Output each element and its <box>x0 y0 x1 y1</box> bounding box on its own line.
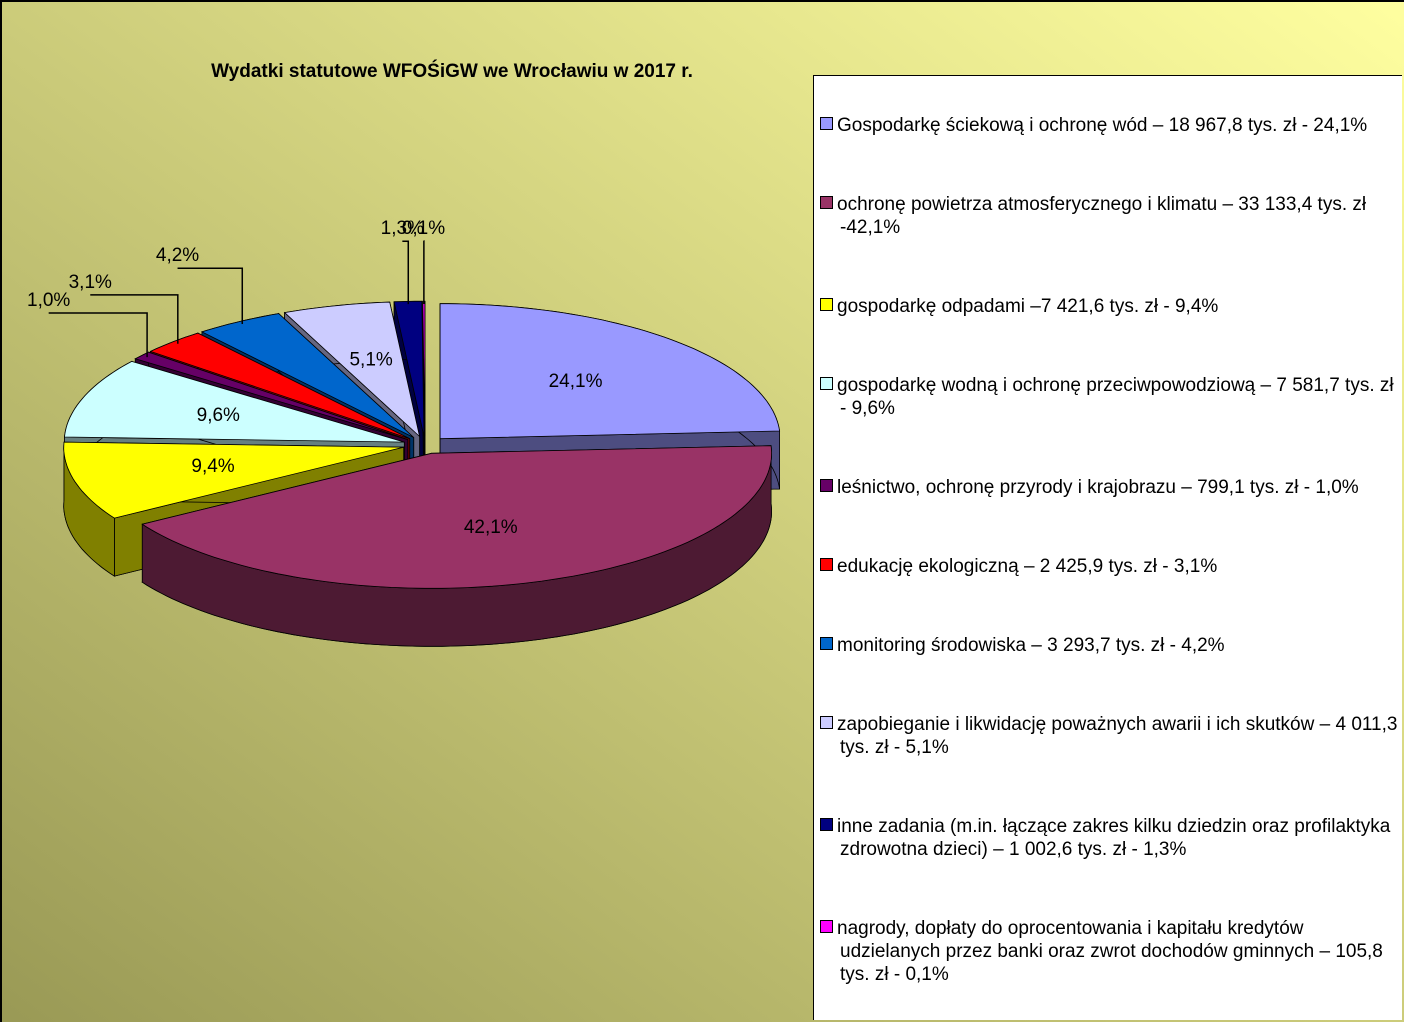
legend-item: gospodarkę odpadami –7 421,6 tys. zł - 9… <box>820 295 1398 318</box>
slice <box>200 313 414 438</box>
legend-label: zapobieganie i likwidację poważnych awar… <box>837 714 1398 758</box>
legend-swatch <box>820 818 833 831</box>
slice <box>439 303 781 440</box>
slice <box>141 445 773 589</box>
legend-item: inne zadania (m.in. łączące zakres kilku… <box>820 815 1398 861</box>
legend-label: leśnictwo, ochronę przyrody i krajobrazu… <box>837 477 1359 498</box>
slice <box>134 351 408 440</box>
leader-line <box>90 294 179 344</box>
leader-line <box>177 267 244 325</box>
legend: Gospodarkę ściekową i ochronę wód – 18 9… <box>813 75 1402 1020</box>
legend-swatch <box>820 377 833 390</box>
data-label: 5,1% <box>349 350 392 371</box>
legend-item: leśnictwo, ochronę przyrody i krajobrazu… <box>820 476 1398 499</box>
legend-item: zapobieganie i likwidację poważnych awar… <box>820 713 1398 759</box>
legend-swatch <box>820 479 833 492</box>
data-label: 1,3% <box>381 218 424 239</box>
legend-label: edukację ekologiczną – 2 425,9 tys. zł -… <box>837 556 1218 577</box>
legend-swatch <box>820 920 833 933</box>
legend-swatch <box>820 558 833 571</box>
leader-line <box>402 240 410 305</box>
legend-item: edukację ekologiczną – 2 425,9 tys. zł -… <box>820 555 1398 578</box>
data-label: 3,1% <box>69 272 112 293</box>
legend-item: nagrody, dopłaty do oprocentowania i kap… <box>820 917 1398 986</box>
data-label: 9,6% <box>197 405 240 426</box>
slice <box>149 332 410 440</box>
slice <box>283 301 421 438</box>
legend-swatch <box>820 637 833 650</box>
legend-swatch <box>820 716 833 729</box>
legend-item: ochronę powietrza atmosferycznego i klim… <box>820 193 1398 239</box>
legend-label: Gospodarkę ściekową i ochronę wód – 18 9… <box>837 115 1368 136</box>
legend-label: ochronę powietrza atmosferycznego i klim… <box>837 194 1367 238</box>
data-label: 24,1% <box>549 371 603 392</box>
legend-label: inne zadania (m.in. łączące zakres kilku… <box>837 816 1391 860</box>
data-label: 4,2% <box>156 245 199 266</box>
legend-label: gospodarkę odpadami –7 421,6 tys. zł - 9… <box>837 296 1219 317</box>
legend-label: nagrody, dopłaty do oprocentowania i kap… <box>837 918 1383 985</box>
data-label: 9,4% <box>191 456 234 477</box>
data-label: 1,0% <box>27 290 70 311</box>
legend-item: gospodarkę wodną i ochronę przeciwpowodz… <box>820 374 1398 420</box>
leader-line <box>48 312 148 358</box>
legend-item: monitoring środowiska – 3 293,7 tys. zł … <box>820 634 1398 657</box>
chart-title: Wydatki statutowe WFOŚiGW we Wrocławiu w… <box>211 60 693 82</box>
legend-label: gospodarkę wodną i ochronę przeciwpowodz… <box>837 375 1394 419</box>
slice <box>64 360 405 443</box>
legend-swatch <box>820 117 833 130</box>
legend-item: Gospodarkę ściekową i ochronę wód – 18 9… <box>820 114 1398 137</box>
legend-swatch <box>820 196 833 209</box>
data-label: 0,1% <box>402 218 445 239</box>
legend-swatch <box>820 298 833 311</box>
data-label: 42,1% <box>464 517 518 538</box>
legend-label: monitoring środowiska – 3 293,7 tys. zł … <box>837 635 1225 656</box>
slice <box>63 441 404 519</box>
